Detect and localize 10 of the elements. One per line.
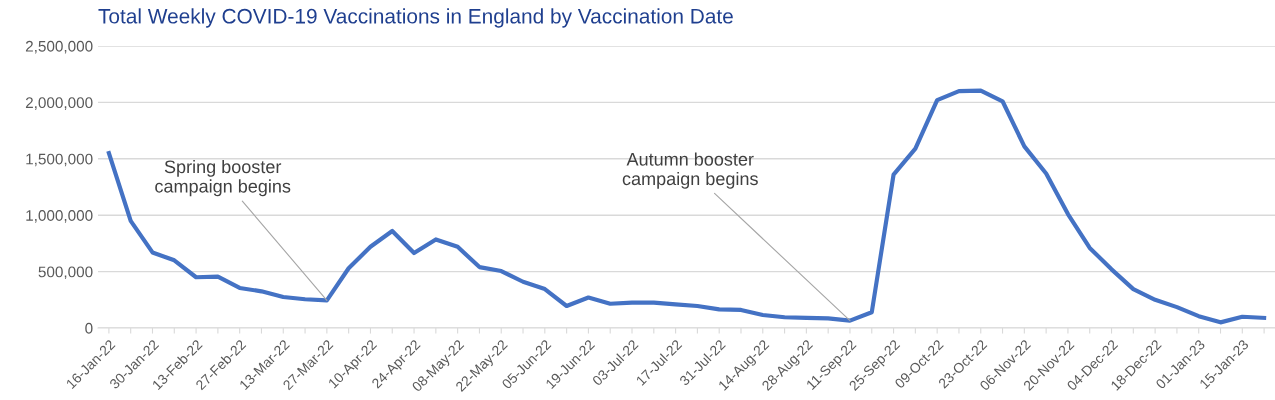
y-tick-label: 1,500,000 [26, 153, 93, 167]
annotation: Autumn booster campaign begins [622, 152, 758, 189]
y-tick-label: 500,000 [38, 266, 93, 280]
y-tick-label: 2,000,000 [25, 97, 93, 110]
line-series [106, 88, 1267, 325]
chart-title: Total Weekly COVID-19 Vaccinations in England by Vaccination Date [98, 8, 733, 28]
y-tick-label: 1,000,000 [26, 210, 93, 223]
y-tick-label: 2,500,000 [25, 40, 93, 54]
annotation: Spring booster campaign begins [155, 159, 291, 197]
y-tick-label: 0 [85, 322, 93, 334]
